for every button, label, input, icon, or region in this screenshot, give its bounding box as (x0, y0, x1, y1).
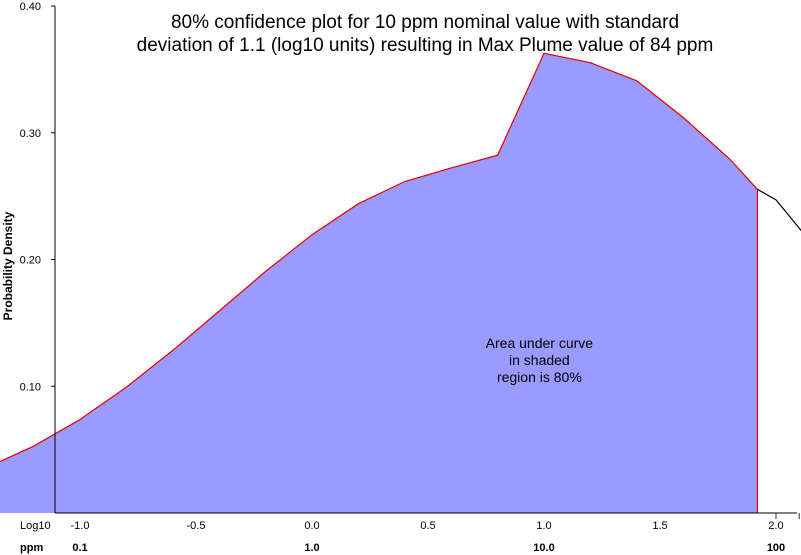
chart-title-line-1: 80% confidence plot for 10 ppm nominal v… (171, 12, 679, 33)
annotation-text: in shaded (509, 352, 570, 368)
y-axis-label: Probability Density (1, 211, 15, 320)
x-tick-label: 1.5 (652, 520, 667, 532)
ppm-row-label: ppm (20, 542, 43, 554)
ppm-tick-label: 100 (767, 542, 785, 554)
annotation-text: region is 80% (497, 369, 582, 385)
annotation-text: Area under curve (486, 335, 594, 351)
x-tick-label: -1.0 (71, 520, 90, 532)
shaded-curve-edge (0, 52, 758, 463)
ppm-tick-label: 10.0 (533, 542, 554, 554)
unshaded-tail-curve (757, 188, 801, 232)
x-tick-label: 1.0 (536, 520, 551, 532)
y-axis: 0.10 0.20 0.30 0.40 (20, 1, 56, 513)
y-tick-label: 0.30 (20, 128, 41, 140)
shaded-region (0, 53, 758, 513)
x-tick-label: 2.0 (768, 520, 783, 532)
y-tick-label: 0.20 (20, 255, 41, 267)
x-tick-label: 0.5 (420, 520, 435, 532)
y-tick-label: 0.10 (20, 381, 41, 393)
ppm-tick-label: 1.0 (304, 542, 319, 554)
plot-area (0, 52, 801, 513)
x-tick-label: -0.5 (187, 520, 206, 532)
chart-title-line-2: deviation of 1.1 (log10 units) resulting… (137, 35, 714, 56)
log10-row-label: Log10 (20, 520, 51, 532)
ppm-tick-label: 0.1 (72, 542, 87, 554)
y-tick-label: 0.40 (20, 1, 41, 13)
x-axis: -2.0-1.5-1.0-0.50.00.51.01.52.02.53.03.5… (55, 512, 800, 554)
x-tick-label: 0.0 (304, 520, 319, 532)
